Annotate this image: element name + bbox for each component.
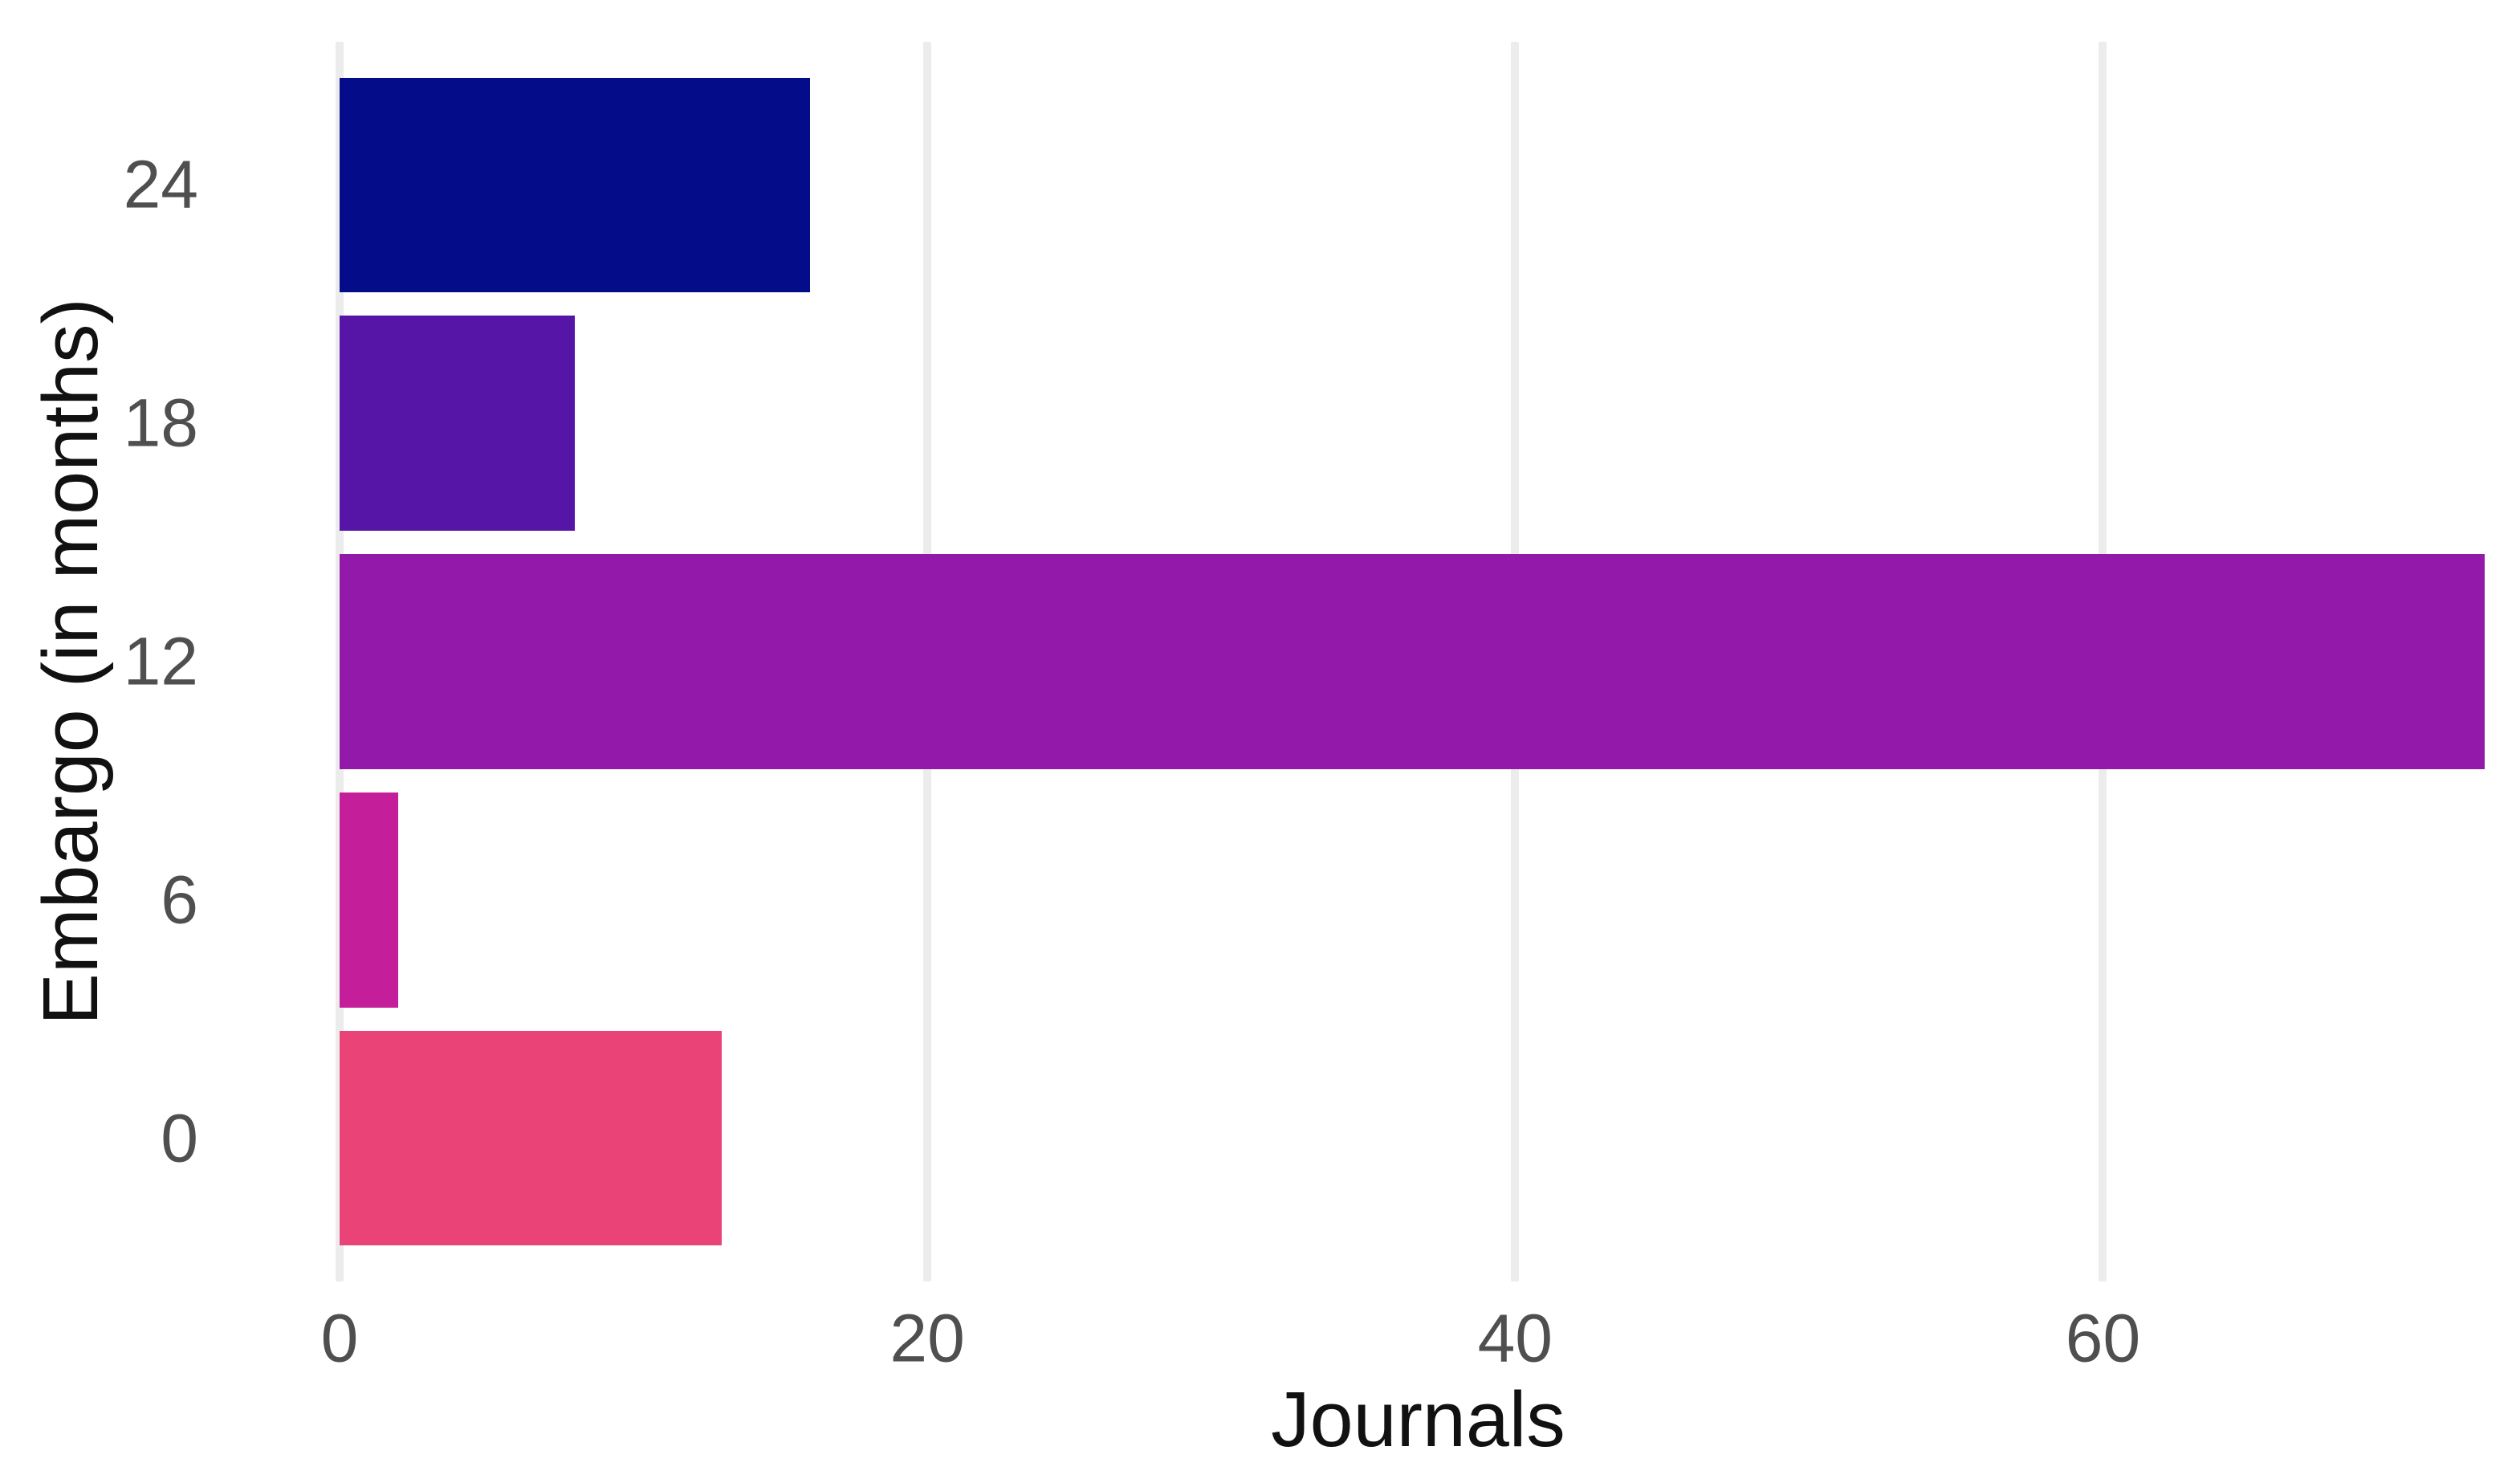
bar-24-months xyxy=(340,77,810,292)
y-tick-label: 6 xyxy=(161,862,198,938)
bar-6-months xyxy=(340,793,399,1008)
x-axis-title: Journals xyxy=(1271,1375,1565,1463)
x-tick-label: 40 xyxy=(1477,1300,1553,1376)
x-tick-label: 60 xyxy=(2065,1300,2141,1376)
bar-12-months xyxy=(340,554,2485,769)
y-tick-label: 0 xyxy=(161,1100,198,1176)
y-tick-label: 18 xyxy=(123,385,198,461)
y-tick-label: 12 xyxy=(123,623,198,699)
y-tick-label: 24 xyxy=(123,146,198,222)
x-tick-label: 20 xyxy=(890,1300,965,1376)
bar-0-months xyxy=(340,1031,722,1246)
y-axis-title: Embargo (in months) xyxy=(26,298,114,1025)
bar-18-months xyxy=(340,316,575,531)
x-tick-label: 0 xyxy=(320,1300,359,1376)
